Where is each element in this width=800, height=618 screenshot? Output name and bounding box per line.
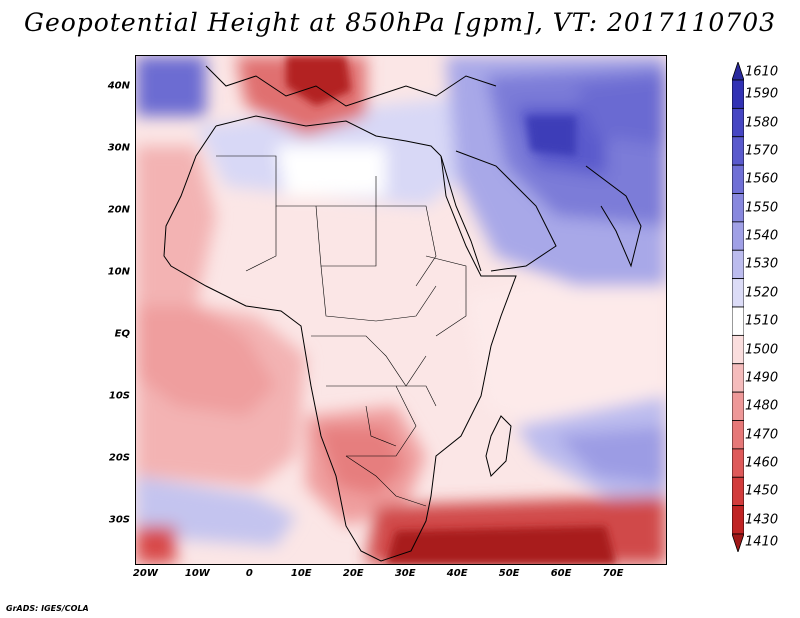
lat-label-30n: 30N [107,142,130,154]
colorbar-label: 1490 [745,370,779,386]
lon-label-10e: 10E [290,568,312,579]
colorbar-box [732,164,744,194]
lat-label-10s: 10S [108,390,130,402]
colorbar [732,62,744,552]
lon-label-40e: 40E [446,568,468,579]
colorbar-box [732,391,744,421]
colorbar-label: 1580 [745,115,779,131]
colorbar-label: 1570 [745,143,779,159]
colorbar-label: 1540 [745,228,779,244]
colorbar-label: 1510 [745,313,779,329]
colorbar-box [732,476,744,507]
colorbar-label: 1500 [745,342,779,358]
colorbar-box [732,136,744,166]
colorbar-box [732,221,744,251]
colorbar-top-arrow [732,62,744,81]
colorbar-box [732,193,744,223]
colorbar-label: 1460 [745,455,779,471]
colorbar-box [732,420,744,450]
colorbar-box [732,278,744,308]
lat-label-40n: 40N [107,80,130,92]
lon-label-60e: 60E [550,568,572,579]
colorbar-box [732,249,744,280]
map-title: Geopotential Height at 850hPa [gpm], VT:… [23,8,777,37]
lon-label-50e: 50E [498,568,520,579]
field-shading [136,56,666,564]
colorbar-box [732,363,744,393]
map-panel [135,55,667,565]
lon-label-20w: 20W [132,568,158,579]
colorbar-box [732,79,744,109]
lon-label-30e: 30E [394,568,416,579]
colorbar-label: 1470 [745,427,779,443]
colorbar-label: 1560 [745,171,779,187]
colorbar-label: 1590 [745,86,779,102]
colorbar-box [732,505,744,535]
lat-label-20n: 20N [107,204,130,216]
colorbar-label: 1530 [745,256,779,272]
colorbar-label: 1450 [745,483,779,499]
lon-label-10w: 10W [184,568,210,579]
country-borders [216,155,467,507]
grads-credit: GrADS: IGES/COLA [6,604,89,613]
coastlines [163,65,642,562]
colorbar-label: 1480 [745,398,779,414]
colorbar-box [732,334,744,365]
colorbar-label: 1430 [745,512,779,528]
lon-label-70e: 70E [602,568,624,579]
lat-label-30s: 30S [108,514,130,526]
colorbar-box [732,306,744,336]
colorbar-label: 1410 [745,534,779,550]
lat-label-eq: EQ [114,328,130,340]
lon-label-0: 0 [245,568,253,579]
field-core-shading [286,56,616,564]
lat-label-20s: 20S [108,452,130,464]
lat-label-10n: 10N [107,266,130,278]
colorbar-bottom-arrow [732,533,744,552]
colorbar-label: 1520 [745,285,779,301]
geopotential-field-map [136,56,666,564]
colorbar-box [732,448,744,478]
colorbar-label: 1610 [745,64,779,80]
colorbar-box [732,107,744,138]
lon-label-20e: 20E [342,568,364,579]
colorbar-label: 1550 [745,200,779,216]
